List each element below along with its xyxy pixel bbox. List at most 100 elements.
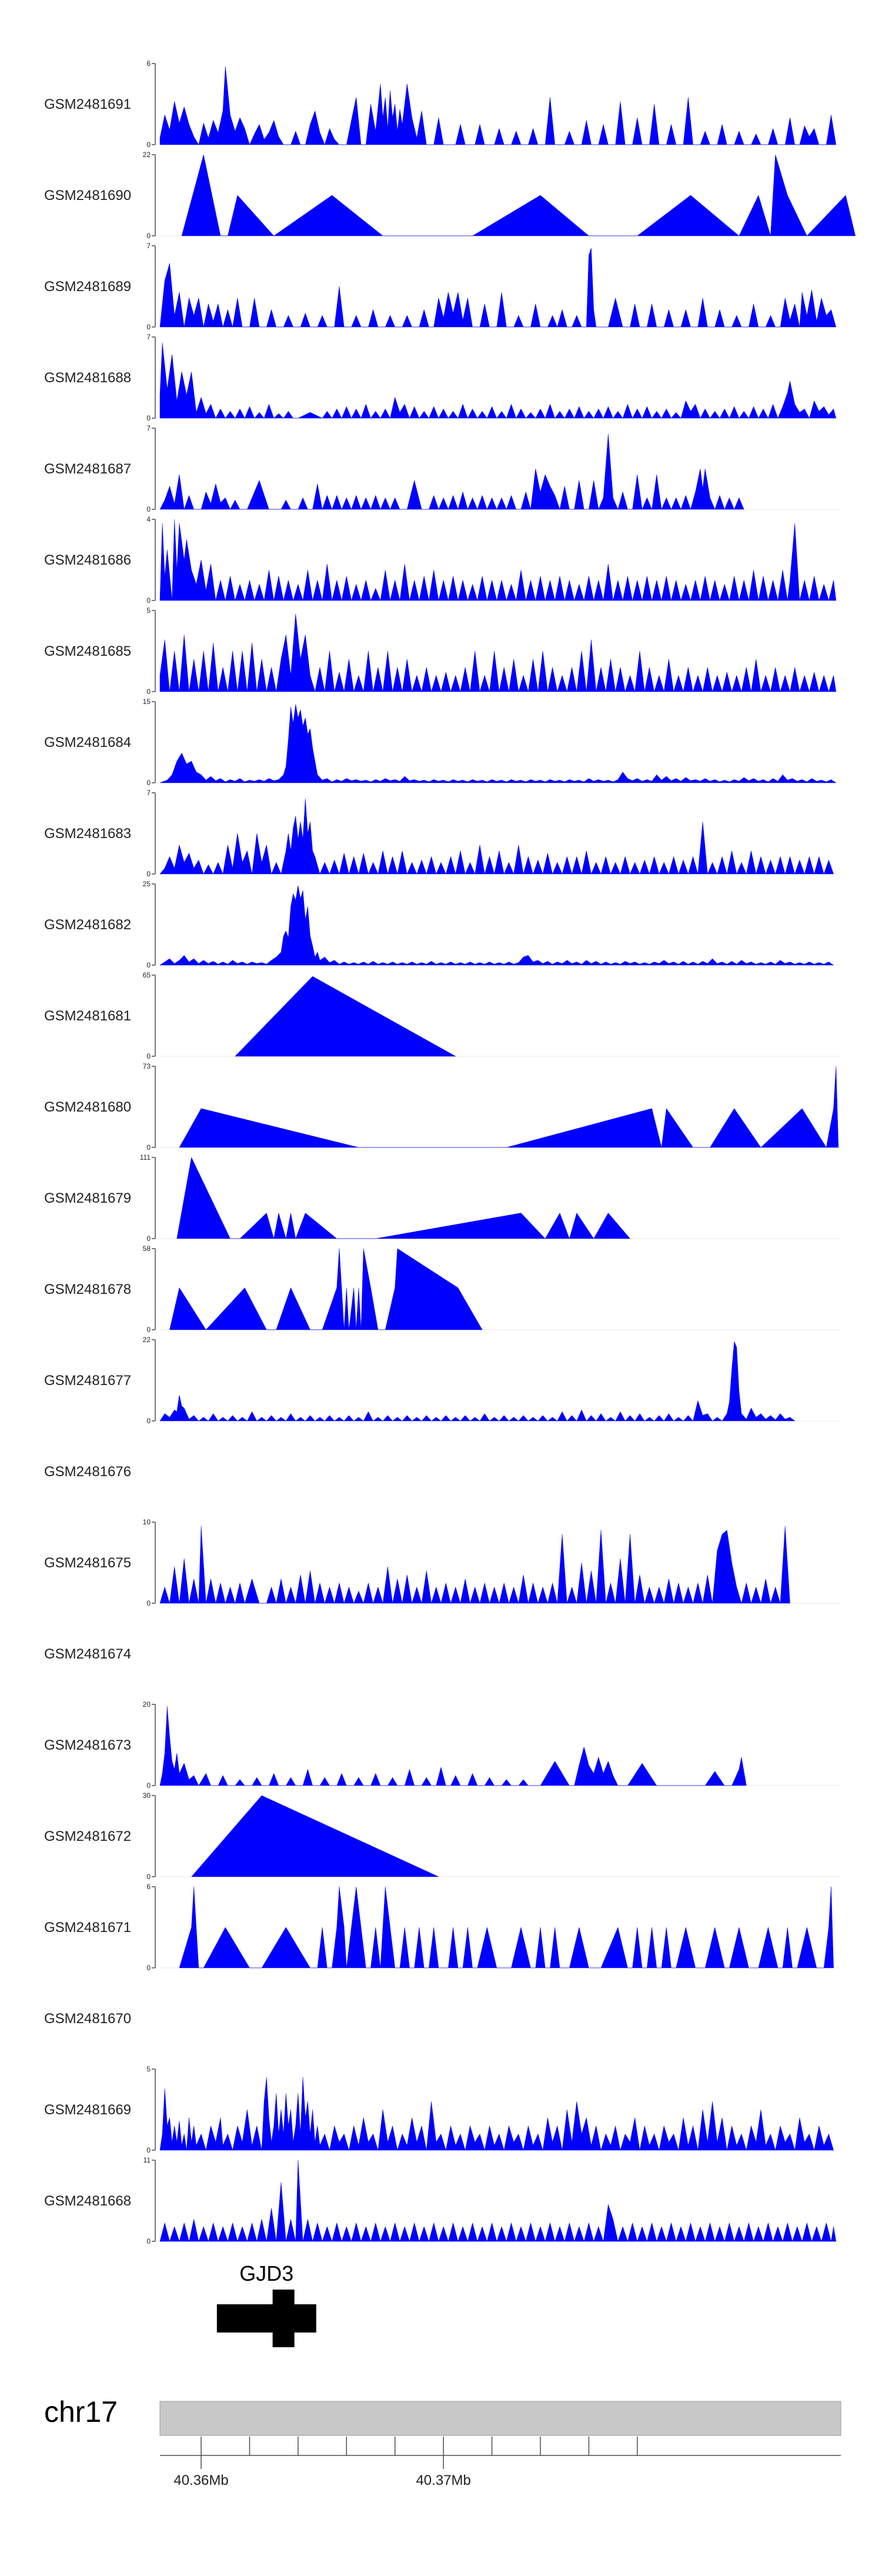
gene-track: GJD3 bbox=[216, 2261, 316, 2347]
track-label: GSM2481669 bbox=[44, 2102, 131, 2118]
track-label: GSM2481690 bbox=[44, 188, 131, 203]
track-GSM2481683: GSM2481683 7 0 bbox=[44, 789, 841, 878]
y-tick-label-zero: 0 bbox=[146, 688, 151, 696]
track-label: GSM2481685 bbox=[44, 643, 131, 659]
track-GSM2481671: GSM2481671 6 0 bbox=[44, 1883, 841, 1972]
track-GSM2481684: GSM2481684 15 0 bbox=[44, 698, 841, 787]
y-tick-label-zero: 0 bbox=[146, 2237, 151, 2245]
gene-model-exon bbox=[272, 2290, 295, 2347]
coverage-area bbox=[176, 1157, 631, 1239]
y-tick-label-max: 22 bbox=[143, 151, 151, 159]
track-GSM2481678: GSM2481678 58 0 bbox=[44, 1244, 841, 1334]
y-tick-label-max: 25 bbox=[143, 880, 151, 888]
track-GSM2481676: GSM2481676 bbox=[44, 1464, 131, 1480]
track-label: GSM2481677 bbox=[44, 1373, 131, 1389]
y-tick-label-max: 7 bbox=[146, 789, 151, 797]
track-label: GSM2481683 bbox=[44, 826, 131, 842]
coverage-area bbox=[179, 1066, 839, 1148]
y-tick-label-zero: 0 bbox=[146, 505, 151, 513]
y-tick-label-zero: 0 bbox=[146, 961, 151, 969]
coverage-area bbox=[159, 342, 837, 419]
gene-model-body bbox=[216, 2304, 316, 2333]
y-tick-label-max: 7 bbox=[146, 242, 151, 250]
ideogram-bar bbox=[159, 2401, 841, 2436]
track-GSM2481672: GSM2481672 30 0 bbox=[44, 1791, 841, 1881]
y-tick-label-zero: 0 bbox=[146, 1143, 151, 1152]
y-tick-label-max: 58 bbox=[143, 1244, 151, 1253]
track-GSM2481669: GSM2481669 5 0 bbox=[44, 2065, 841, 2154]
track-label: GSM2481680 bbox=[44, 1099, 131, 1115]
track-label: GSM2481672 bbox=[44, 1828, 131, 1844]
coverage-area bbox=[191, 1795, 439, 1877]
y-tick-label-max: 20 bbox=[143, 1700, 151, 1709]
coverage-area bbox=[159, 885, 834, 966]
coverage-area bbox=[159, 1526, 790, 1604]
track-label: GSM2481674 bbox=[44, 1646, 131, 1662]
coverage-area bbox=[235, 976, 456, 1057]
coverage-area bbox=[159, 798, 834, 875]
y-tick-label-zero: 0 bbox=[146, 1234, 151, 1243]
track-GSM2481670: GSM2481670 bbox=[44, 2011, 131, 2027]
y-tick-label-max: 7 bbox=[146, 424, 151, 432]
y-tick-label-max: 7 bbox=[146, 333, 151, 341]
track-label: GSM2481668 bbox=[44, 2193, 131, 2209]
y-tick-label-zero: 0 bbox=[146, 1052, 151, 1060]
y-tick-label-max: 65 bbox=[143, 971, 151, 979]
y-tick-label-zero: 0 bbox=[146, 870, 151, 878]
y-tick-label-zero: 0 bbox=[146, 1781, 151, 1790]
track-GSM2481675: GSM2481675 10 0 bbox=[44, 1518, 841, 1607]
track-GSM2481691: GSM2481691 6 0 bbox=[44, 59, 841, 149]
track-GSM2481689: GSM2481689 7 0 bbox=[44, 242, 841, 331]
track-label: GSM2481678 bbox=[44, 1282, 131, 1297]
track-GSM2481682: GSM2481682 25 0 bbox=[44, 880, 841, 969]
genomic-axis: 40.36Mb 40.37Mb bbox=[160, 2437, 841, 2488]
coverage-area bbox=[159, 248, 837, 328]
coverage-area bbox=[159, 613, 837, 692]
track-label: GSM2481673 bbox=[44, 1737, 131, 1753]
coverage-area bbox=[159, 1706, 747, 1786]
coverage-area bbox=[159, 1342, 796, 1422]
y-tick-label-max: 10 bbox=[143, 1518, 151, 1526]
x-tick-label: 40.37Mb bbox=[416, 2472, 470, 2488]
track-label: GSM2481681 bbox=[44, 1008, 131, 1024]
track-label: GSM2481682 bbox=[44, 917, 131, 933]
track-label: GSM2481689 bbox=[44, 279, 131, 295]
y-tick-label-max: 6 bbox=[146, 59, 151, 68]
y-tick-label-zero: 0 bbox=[146, 1599, 151, 1607]
gene-label: GJD3 bbox=[239, 2261, 293, 2285]
y-tick-label-zero: 0 bbox=[146, 596, 151, 605]
y-tick-label-zero: 0 bbox=[146, 414, 151, 422]
y-tick-label-zero: 0 bbox=[146, 1873, 151, 1881]
track-GSM2481668: GSM2481668 11 0 bbox=[44, 2156, 841, 2245]
y-tick-label-zero: 0 bbox=[146, 1326, 151, 1334]
y-tick-label-max: 6 bbox=[146, 1883, 151, 1891]
coverage-area bbox=[179, 1886, 834, 1968]
y-tick-label-max: 15 bbox=[143, 698, 151, 706]
y-tick-label-zero: 0 bbox=[146, 779, 151, 787]
track-label: GSM2481675 bbox=[44, 1555, 131, 1571]
x-tick-label: 40.36Mb bbox=[173, 2472, 228, 2488]
y-tick-label-max: 11 bbox=[143, 2156, 151, 2164]
track-GSM2481690: GSM2481690 22 0 bbox=[44, 151, 856, 240]
track-GSM2481685: GSM2481685 5 0 bbox=[44, 606, 841, 696]
track-GSM2481687: GSM2481687 7 0 bbox=[44, 424, 841, 513]
chromosome-label: chr17 bbox=[44, 2395, 118, 2428]
track-label: GSM2481686 bbox=[44, 552, 131, 568]
coverage-area bbox=[159, 433, 744, 510]
y-tick-label-max: 22 bbox=[143, 1336, 151, 1344]
y-tick-label-max: 30 bbox=[143, 1791, 151, 1800]
track-GSM2481688: GSM2481688 7 0 bbox=[44, 333, 841, 422]
track-label: GSM2481671 bbox=[44, 1920, 131, 1936]
track-GSM2481673: GSM2481673 20 0 bbox=[44, 1700, 841, 1790]
tracks-group: GSM248169160GSM2481690220GSM248168970GSM… bbox=[44, 59, 856, 2245]
y-tick-label-zero: 0 bbox=[146, 2146, 151, 2154]
coverage-area bbox=[159, 2077, 834, 2151]
coverage-area bbox=[181, 154, 856, 236]
track-GSM2481679: GSM2481679 111 0 bbox=[44, 1153, 841, 1243]
y-tick-label-max: 5 bbox=[146, 2065, 151, 2073]
coverage-area bbox=[159, 66, 837, 145]
y-tick-label-zero: 0 bbox=[146, 232, 151, 240]
track-label: GSM2481676 bbox=[44, 1464, 131, 1480]
track-GSM2481674: GSM2481674 bbox=[44, 1646, 131, 1662]
